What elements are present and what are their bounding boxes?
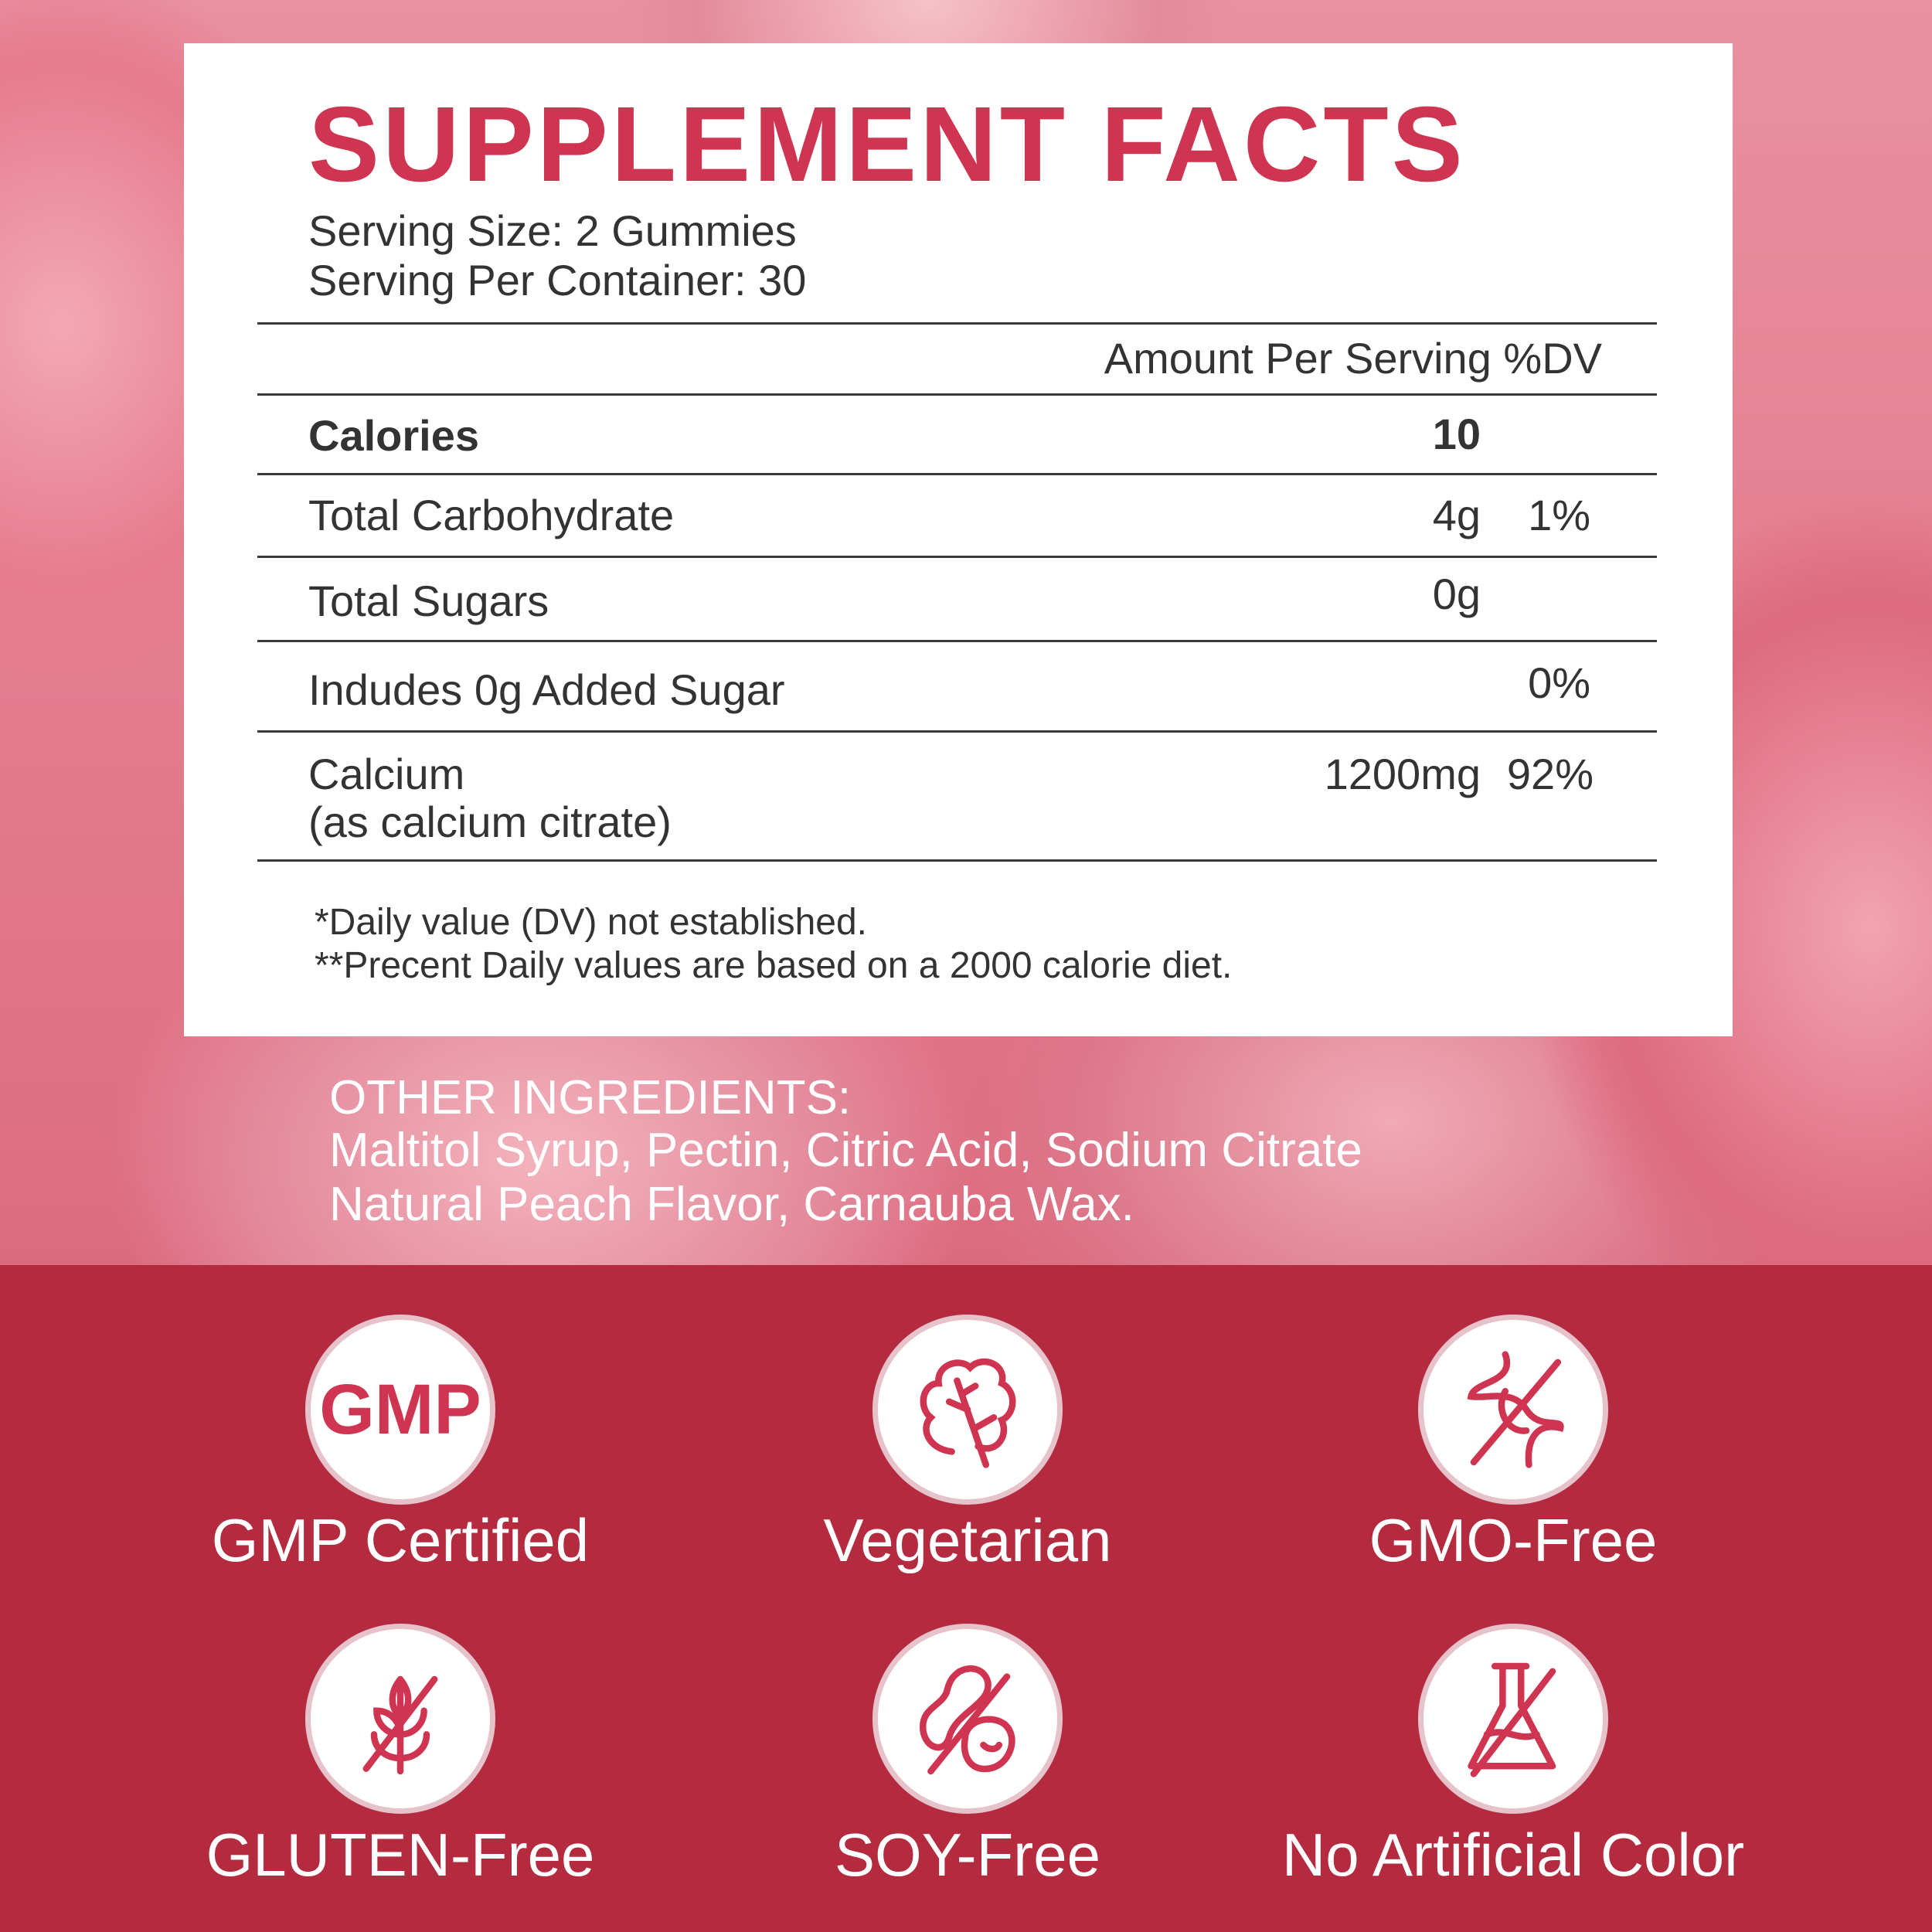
badge-label: GLUTEN-Free	[206, 1821, 595, 1889]
leaf-icon	[872, 1315, 1063, 1505]
page-title: SUPPLEMENT FACTS	[308, 85, 1466, 204]
row-amount: 4g	[1432, 491, 1481, 539]
gmp-icon: GMP	[305, 1315, 495, 1505]
row-amount: 0g	[1432, 570, 1481, 618]
footnote: **Precent Daily values are based on a 20…	[315, 945, 1233, 986]
row-name: Total Carbohydrate	[308, 491, 675, 539]
divider	[257, 393, 1657, 396]
row-name-calories: Calories	[308, 411, 479, 460]
row-amount: 10	[1432, 410, 1481, 458]
divider	[257, 640, 1657, 642]
row-name: Total Sugars	[308, 577, 549, 625]
row-dv: 0%	[1528, 658, 1590, 707]
row-dv: 92%	[1506, 750, 1594, 798]
divider	[257, 322, 1657, 325]
footnote: *Daily value (DV) not established.	[315, 902, 868, 943]
divider	[257, 730, 1657, 733]
column-header: Amount Per Serving %DV	[1104, 334, 1602, 383]
servings-per-container: Serving Per Container: 30	[308, 256, 807, 304]
row-name: Indudes 0g Added Sugar	[308, 665, 785, 714]
serving-size: Serving Size: 2 Gummies	[308, 206, 797, 255]
flask-crossed-icon	[1418, 1624, 1608, 1814]
supplement-facts-panel: SUPPLEMENT FACTS Serving Size: 2 Gummies…	[184, 43, 1733, 1036]
badge-label: GMO-Free	[1369, 1506, 1658, 1574]
divider	[257, 556, 1657, 558]
badge-label: Vegetarian	[823, 1506, 1112, 1574]
row-name-detail: (as calcium citrate)	[308, 798, 672, 846]
bean-crossed-icon	[872, 1624, 1063, 1814]
row-amount: 1200mg	[1324, 750, 1481, 798]
ingredients-line: Maltitol Syrup, Pectin, Citric Acid, Sod…	[329, 1124, 1362, 1177]
divider	[257, 859, 1657, 862]
ingredients-heading: OTHER INGREDIENTS:	[329, 1071, 852, 1124]
row-dv: 1%	[1528, 491, 1590, 539]
badge-label: SOY-Free	[835, 1821, 1100, 1889]
dna-crossed-icon	[1418, 1315, 1608, 1505]
ingredients-line: Natural Peach Flavor, Carnauba Wax.	[329, 1178, 1134, 1231]
badge-label: GMP Certified	[211, 1506, 590, 1574]
wheat-crossed-icon	[305, 1624, 495, 1814]
row-name: Calcium	[308, 750, 465, 798]
divider	[257, 473, 1657, 475]
badge-label: No Artificial Color	[1281, 1821, 1745, 1889]
